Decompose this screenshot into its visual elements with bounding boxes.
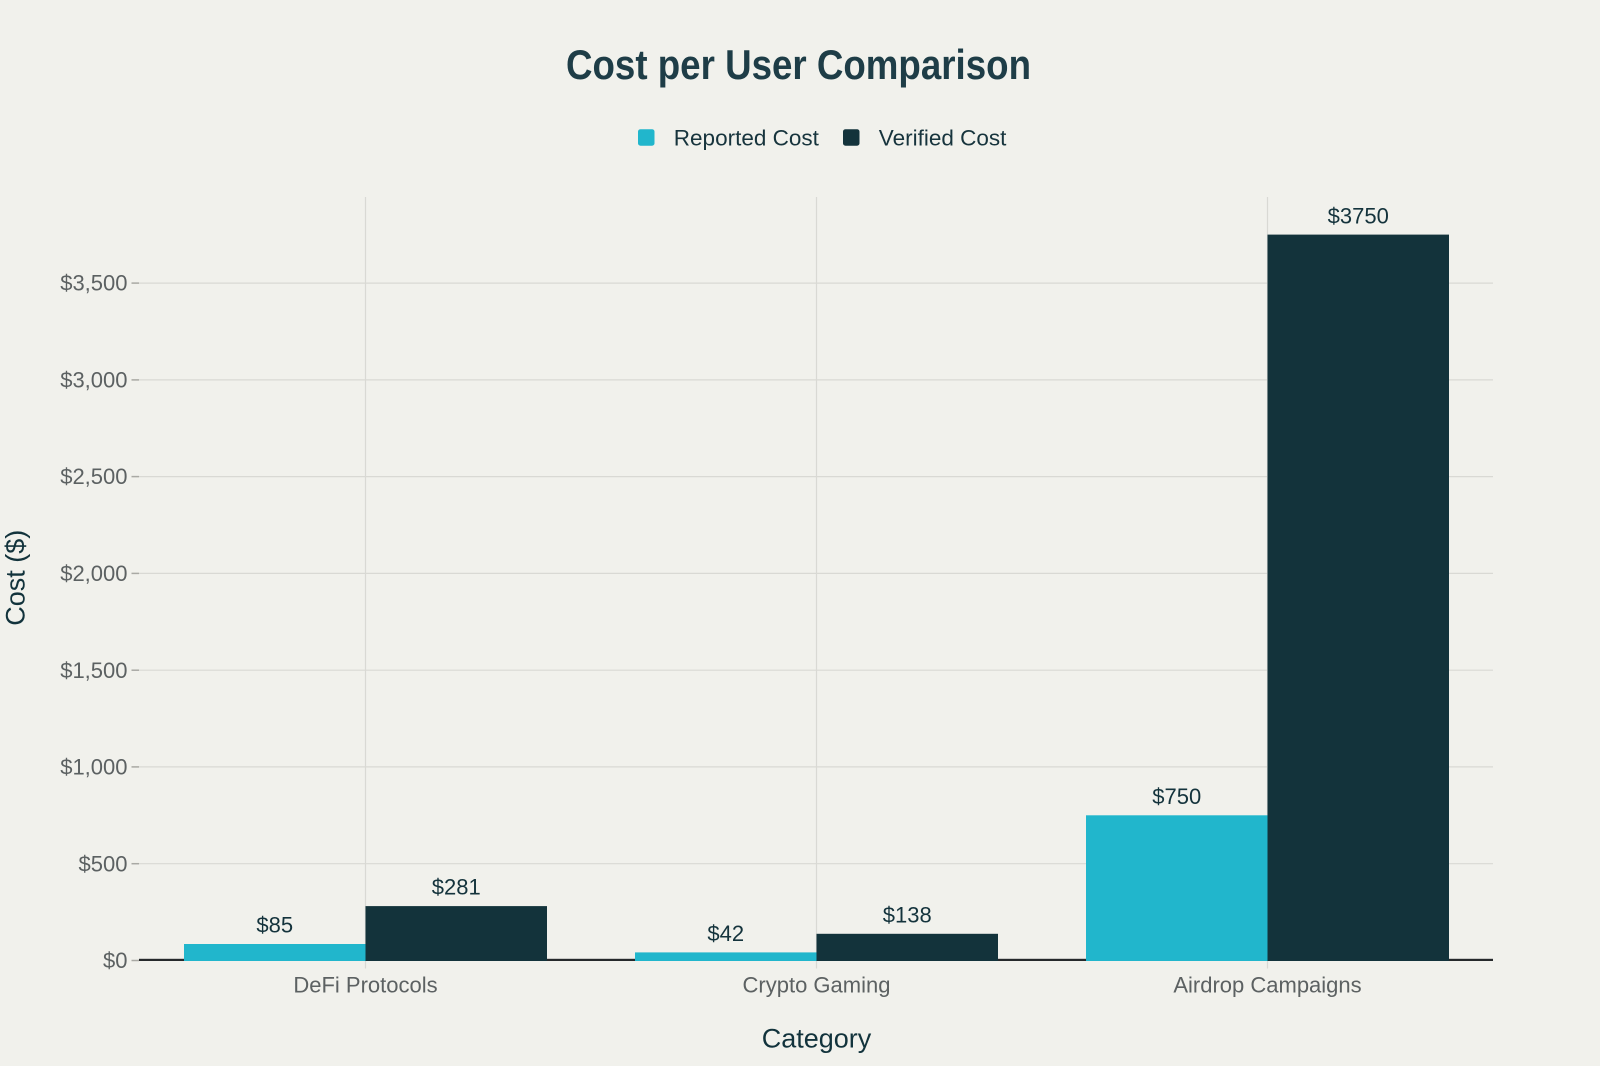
svg-text:Verified Cost: Verified Cost — [879, 126, 1007, 151]
svg-text:$3,500: $3,500 — [60, 271, 127, 296]
svg-text:$3750: $3750 — [1328, 204, 1389, 229]
svg-text:$3,000: $3,000 — [60, 368, 127, 393]
svg-text:$0: $0 — [103, 948, 127, 973]
svg-text:$138: $138 — [883, 902, 932, 927]
svg-text:$500: $500 — [79, 851, 128, 876]
svg-text:Airdrop Campaigns: Airdrop Campaigns — [1173, 973, 1361, 998]
svg-text:$1,500: $1,500 — [60, 658, 127, 683]
svg-text:Cost ($): Cost ($) — [1, 530, 31, 626]
svg-text:$85: $85 — [256, 912, 293, 937]
svg-text:$2,000: $2,000 — [60, 561, 127, 586]
svg-text:$281: $281 — [432, 875, 481, 900]
svg-text:$2,500: $2,500 — [60, 464, 127, 489]
svg-text:$750: $750 — [1152, 784, 1201, 809]
svg-text:Reported Cost: Reported Cost — [674, 126, 820, 151]
svg-text:DeFi Protocols: DeFi Protocols — [293, 973, 437, 998]
svg-text:Category: Category — [762, 1024, 872, 1054]
svg-text:$42: $42 — [707, 921, 744, 946]
svg-text:Cost per User Comparison: Cost per User Comparison — [566, 41, 1031, 88]
svg-text:Crypto Gaming: Crypto Gaming — [743, 973, 891, 998]
svg-text:$1,000: $1,000 — [60, 755, 127, 780]
